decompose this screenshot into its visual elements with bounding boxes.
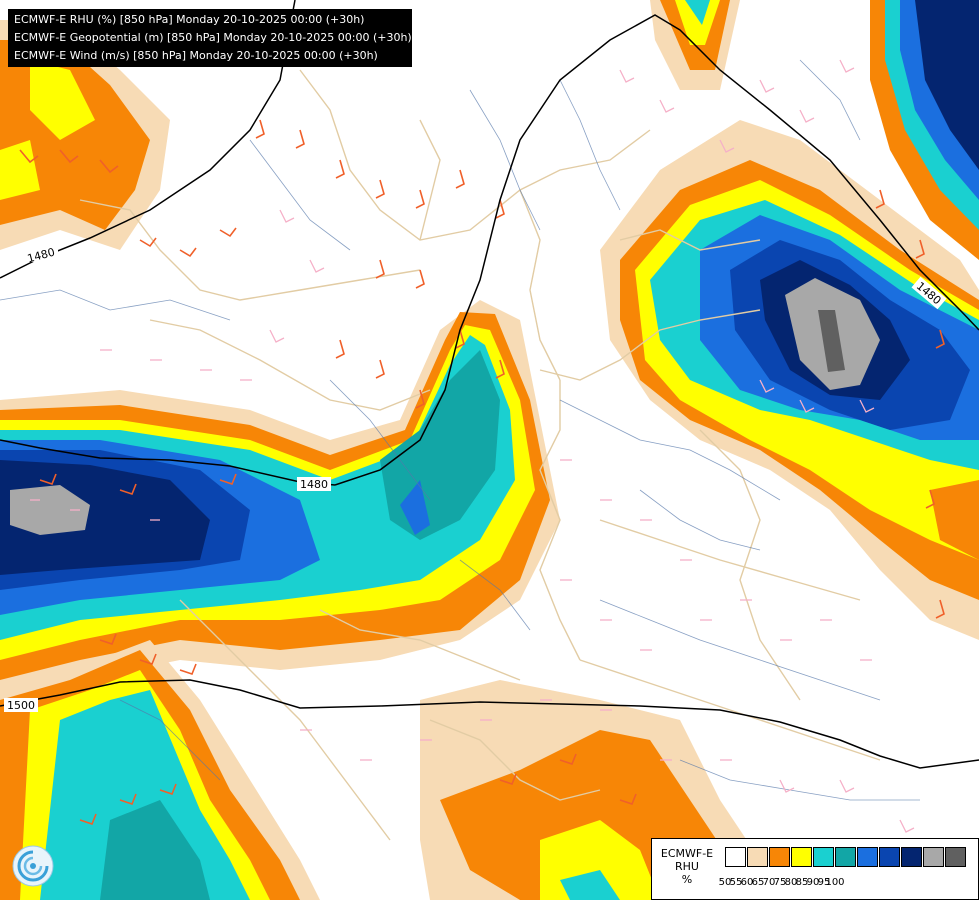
legend-swatch (725, 847, 746, 867)
legend-level-label: 100 (825, 877, 845, 888)
rhu-legend: ECMWF-E RHU % 50 55 60 65 70 75 80 85 90 95 100 (651, 838, 979, 900)
legend-level-label: 75 (773, 877, 787, 888)
contour-label-1: 1480 (24, 246, 58, 265)
legend-level-label: 85 (795, 877, 809, 888)
rhu-field-top-left (0, 20, 170, 250)
rivers-and-regions (0, 59, 920, 801)
wind-barbs-light (30, 59, 915, 833)
legend-level-label: 65 (751, 877, 765, 888)
legend-level-label: 90 (806, 877, 820, 888)
legend-swatches (725, 847, 967, 868)
legend-level-label: 70 (762, 877, 776, 888)
contour-label-text: 1480 (300, 478, 328, 491)
contour-label-2: 1480 (297, 477, 331, 491)
legend-swatch (879, 847, 900, 867)
rhu-field-southwest (0, 640, 320, 900)
legend-level-label: 50 (718, 877, 732, 888)
legend-swatch (813, 847, 834, 867)
legend-swatch (769, 847, 790, 867)
rhu-field-west-band (0, 300, 560, 700)
rhu-field-east (600, 120, 979, 640)
contour-label-4: 1500 (4, 698, 38, 712)
legend-swatch (857, 847, 878, 867)
legend-title: ECMWF-E RHU % (654, 847, 720, 886)
legend-swatch (747, 847, 768, 867)
legend-swatch (835, 847, 856, 867)
rhu-field-top-right (650, 0, 979, 260)
header-line-geopotential: ECMWF-E Geopotential (m) [850 hPa] Monda… (14, 31, 412, 44)
legend-swatch (901, 847, 922, 867)
legend-swatch (945, 847, 966, 867)
legend-swatch (923, 847, 944, 867)
wind-barbs-strong (19, 119, 945, 825)
header-line-wind: ECMWF-E Wind (m/s) [850 hPa] Monday 20-1… (14, 49, 378, 62)
legend-labels: 50 55 60 65 70 75 80 85 90 95 100 (719, 877, 846, 889)
legend-title-model: ECMWF-E (660, 847, 714, 860)
contour-label-text: 1500 (7, 699, 35, 712)
legend-level-label: 80 (784, 877, 798, 888)
legend-swatch (791, 847, 812, 867)
map-header: ECMWF-E RHU (%) [850 hPa] Monday 20-10-2… (8, 9, 412, 67)
ecmwf-logo-icon (10, 843, 56, 889)
legend-level-label: 95 (817, 877, 831, 888)
legend-level-label: 60 (740, 877, 754, 888)
legend-title-unit: % (681, 873, 693, 886)
legend-title-variable: RHU (675, 860, 699, 873)
legend-level-label: 55 (729, 877, 743, 888)
header-line-rhu: ECMWF-E RHU (%) [850 hPa] Monday 20-10-2… (14, 13, 365, 26)
